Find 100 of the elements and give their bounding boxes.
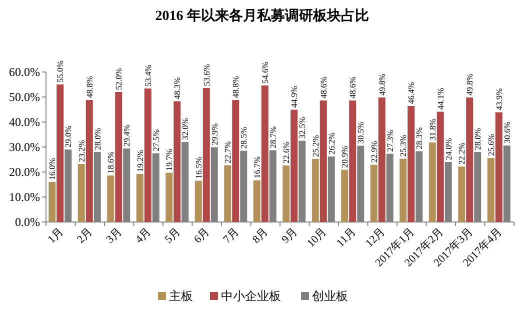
legend-label: 创业板: [312, 289, 348, 303]
bar: [48, 182, 56, 222]
data-label: 28.0%: [472, 128, 483, 150]
data-label: 53.6%: [201, 64, 212, 86]
data-label: 29.9%: [209, 123, 220, 146]
data-label: 32.0%: [180, 118, 190, 140]
data-label: 22.6%: [281, 142, 292, 164]
data-label: 30.6%: [502, 122, 512, 144]
data-label: 25.3%: [398, 134, 408, 157]
data-label: 28.0%: [92, 128, 102, 150]
bar: [312, 159, 319, 222]
legend-label: 中小企业板: [221, 289, 281, 303]
data-label: 19.7%: [164, 148, 174, 171]
bar: [408, 106, 415, 222]
x-tick-label: 8月: [250, 226, 270, 246]
bar: [428, 142, 436, 222]
bar: [136, 174, 144, 222]
data-label: 25.6%: [486, 134, 496, 156]
bar: [166, 172, 173, 222]
bar: [115, 92, 122, 222]
bar: [487, 158, 494, 222]
x-tick-label: 3月: [104, 226, 124, 246]
bar: [202, 88, 210, 222]
data-label: 27.3%: [384, 130, 395, 152]
y-tick-label: 60.0%: [9, 65, 40, 79]
bar: [341, 170, 348, 222]
data-label: 52.0%: [114, 68, 124, 90]
data-label: 48.3%: [172, 77, 182, 100]
bar: [144, 88, 152, 222]
data-label: 16.5%: [193, 156, 204, 179]
y-tick-label: 30.0%: [9, 140, 40, 154]
data-label: 22.9%: [368, 140, 379, 163]
data-label: 28.3%: [414, 127, 424, 150]
bar: [86, 100, 93, 222]
data-label: 25.2%: [310, 135, 320, 157]
data-label: 26.2%: [326, 132, 336, 154]
bar: [436, 112, 444, 222]
bar: [174, 101, 181, 222]
data-label: 48.8%: [230, 76, 241, 98]
bar: [56, 84, 64, 222]
bar: [224, 165, 232, 222]
data-label: 19.2%: [134, 150, 145, 172]
data-label: 23.2%: [76, 140, 86, 162]
bar: [320, 100, 327, 222]
x-tick-label: 4月: [133, 226, 154, 246]
data-label: 28.5%: [238, 126, 249, 149]
bar: [253, 180, 260, 222]
data-label: 44.1%: [435, 88, 446, 110]
data-label: 27.5%: [150, 129, 161, 152]
data-label: 16.0%: [47, 158, 58, 180]
x-tick-label: 7月: [221, 226, 242, 246]
data-label: 24.0%: [443, 138, 454, 160]
data-label: 43.9%: [494, 88, 504, 110]
data-label: 29.4%: [122, 124, 132, 146]
y-tick-label: 10.0%: [9, 190, 40, 204]
bar: [232, 100, 240, 222]
bar: [107, 176, 114, 222]
x-tick-label: 5月: [162, 226, 183, 246]
data-label: 16.7%: [252, 156, 262, 178]
data-label: 29.0%: [63, 126, 74, 148]
x-tick-label: 11月: [334, 226, 358, 250]
data-label: 54.6%: [260, 62, 270, 84]
x-tick-label: 6月: [192, 226, 212, 246]
chart-title: 2016 年以来各月私募调研板块占比: [155, 8, 369, 24]
data-label: 49.8%: [464, 74, 475, 96]
bar: [282, 166, 290, 222]
y-tick-label: 20.0%: [9, 165, 40, 179]
x-tick-label: 2月: [74, 226, 95, 246]
data-label: 49.8%: [376, 74, 387, 96]
data-label: 48.6%: [348, 76, 358, 98]
data-label: 30.5%: [356, 122, 366, 144]
data-label: 18.6%: [106, 152, 116, 174]
y-tick-label: 0.0%: [15, 215, 40, 229]
bar: [78, 164, 85, 222]
data-label: 48.8%: [84, 76, 94, 98]
x-tick-label: 9月: [280, 226, 300, 246]
legend-label: 主板: [169, 289, 193, 303]
data-label: 46.4%: [406, 82, 416, 104]
data-label: 32.5%: [297, 116, 308, 139]
y-tick-label: 40.0%: [9, 115, 40, 129]
data-label: 22.2%: [456, 142, 467, 164]
bar: [495, 112, 502, 222]
data-label: 22.7%: [222, 141, 233, 164]
data-label: 53.4%: [142, 64, 153, 86]
bar: [290, 110, 298, 222]
data-label: 28.7%: [268, 126, 278, 148]
data-label: 20.9%: [340, 146, 350, 168]
bar: [261, 86, 268, 222]
x-tick-label: 1月: [46, 226, 66, 246]
bar: [400, 158, 407, 222]
bar: [378, 98, 386, 222]
bar: [458, 166, 466, 222]
bar: [349, 100, 356, 222]
y-tick-label: 50.0%: [9, 90, 40, 104]
x-tick-label: 12月: [363, 226, 388, 250]
data-label: 31.8%: [427, 118, 438, 140]
x-tick-label: 10月: [304, 226, 329, 250]
data-label: 44.9%: [289, 86, 300, 108]
data-label: 48.6%: [318, 76, 328, 98]
bar: [466, 98, 474, 222]
